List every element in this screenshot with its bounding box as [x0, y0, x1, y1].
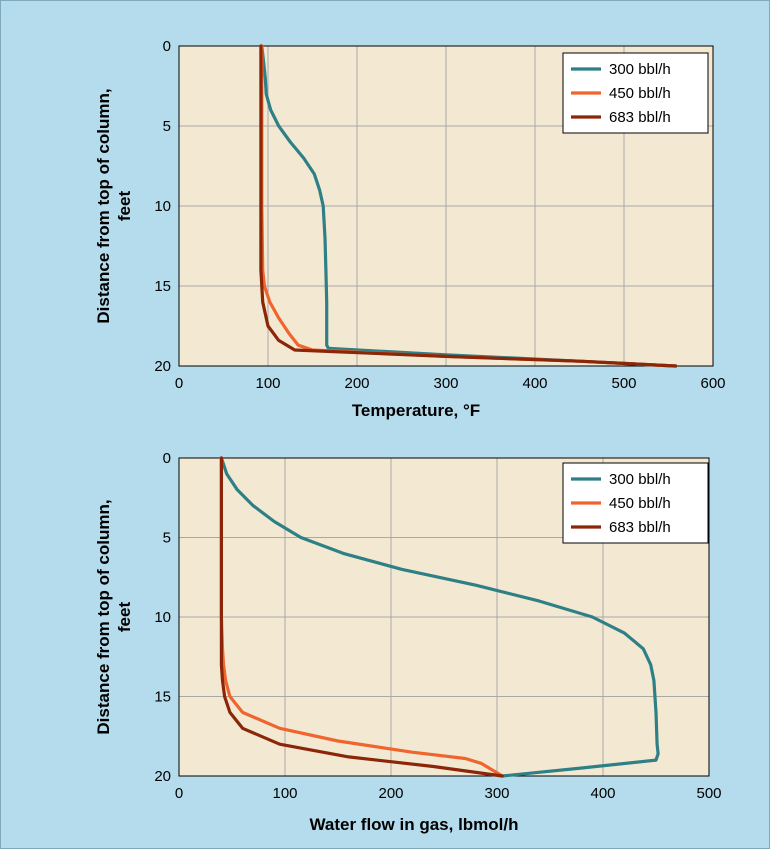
x-tick-label: 300 — [484, 785, 509, 802]
y-tick-label: 0 — [163, 450, 171, 467]
x-tick-label: 400 — [590, 785, 615, 802]
x-axis-title: Temperature, °F — [352, 401, 480, 420]
chart-1: 0 100 200 300 400 500 600 0 5 10 15 20 Temperature, … — [94, 38, 726, 420]
y-tick-label: 20 — [154, 768, 171, 785]
x-tick-label: 100 — [272, 785, 297, 802]
y-tick-label: 15 — [154, 689, 171, 706]
chart-2: 0 100 200 300 400 500 0 5 10 15 20 Water flow in ga… — [94, 450, 722, 834]
y-axis-title: Distance from top of column, feet — [94, 499, 134, 734]
legend-label: 300 bbl/h — [609, 471, 671, 488]
legend-label: 300 bbl/h — [609, 61, 671, 78]
legend-label: 450 bbl/h — [609, 85, 671, 102]
legend-label: 683 bbl/h — [609, 519, 671, 536]
y-tick-label: 5 — [163, 530, 171, 547]
legend-label: 450 bbl/h — [609, 495, 671, 512]
series-line-300-bbl-h — [219, 456, 660, 778]
series-line-683-bbl-h — [259, 44, 678, 368]
y-axis-title: Distance from top of column, feet — [94, 88, 134, 323]
plot-border — [178, 45, 714, 367]
x-tick-label: 600 — [700, 375, 725, 392]
plot-border — [178, 457, 710, 777]
y-tick-label: 0 — [163, 38, 171, 55]
legend-label: 683 bbl/h — [609, 109, 671, 126]
x-tick-label: 0 — [175, 785, 183, 802]
x-tick-label: 500 — [696, 785, 721, 802]
y-tick-label: 20 — [154, 358, 171, 375]
x-tick-label: 0 — [175, 375, 183, 392]
series-line-300-bbl-h — [260, 44, 678, 368]
x-tick-label: 200 — [344, 375, 369, 392]
x-tick-label: 100 — [255, 375, 280, 392]
y-tick-label: 5 — [163, 118, 171, 135]
x-tick-label: 400 — [522, 375, 547, 392]
x-tick-label: 200 — [378, 785, 403, 802]
x-tick-label: 300 — [433, 375, 458, 392]
series-line-683-bbl-h — [219, 456, 504, 778]
x-tick-label: 500 — [611, 375, 636, 392]
y-tick-label: 10 — [154, 198, 171, 215]
y-tick-label: 10 — [154, 609, 171, 626]
x-axis-title: Water flow in gas, lbmol/h — [309, 815, 518, 834]
y-tick-label: 15 — [154, 278, 171, 295]
legend: 300 bbl/h 450 bbl/h 683 bbl/h — [562, 462, 709, 544]
legend: 300 bbl/h 450 bbl/h 683 bbl/h — [562, 52, 709, 134]
